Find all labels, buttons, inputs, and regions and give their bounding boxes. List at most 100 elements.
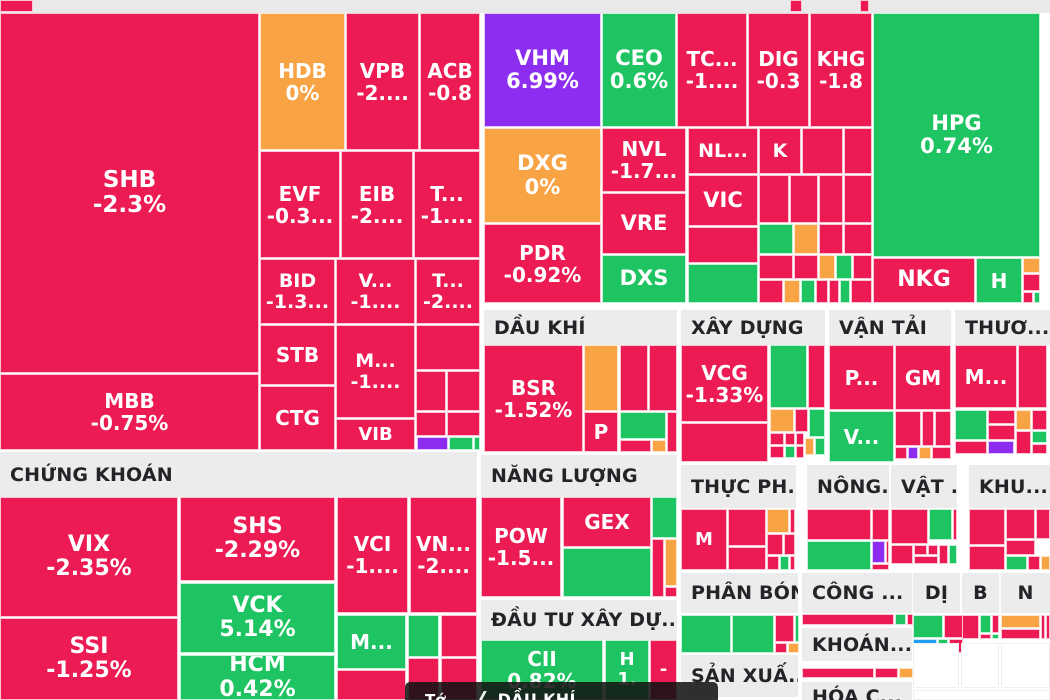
- tile-vpb[interactable]: VPB -2....: [346, 13, 419, 150]
- tile[interactable]: [1006, 509, 1035, 539]
- sector-header-utxyd[interactable]: ĐẦU TƯ XÂY DỰ...: [481, 600, 677, 640]
- tile-nl[interactable]: NL...: [688, 128, 758, 174]
- tile[interactable]: [0, 0, 33, 12]
- tile[interactable]: [853, 255, 872, 279]
- tile[interactable]: [790, 556, 795, 570]
- tile[interactable]: [844, 224, 872, 254]
- tile[interactable]: [807, 509, 871, 540]
- tile[interactable]: [681, 423, 768, 462]
- tile[interactable]: [908, 447, 918, 459]
- tile[interactable]: [794, 224, 818, 254]
- tile[interactable]: [895, 411, 921, 446]
- sector-header-nnglng[interactable]: NĂNG LƯỢNG: [481, 455, 677, 497]
- tile[interactable]: [775, 643, 787, 653]
- tile-dig[interactable]: DIG -0.3: [748, 13, 809, 127]
- tile-hdb[interactable]: HDB 0%: [260, 13, 345, 150]
- tile-hcm[interactable]: HCM 0.42%: [180, 655, 335, 700]
- tile-shb[interactable]: SHB -2.3%: [0, 13, 259, 373]
- tile-dxs[interactable]: DXS: [602, 255, 686, 303]
- tile[interactable]: [809, 409, 825, 437]
- tile[interactable]: [836, 255, 852, 279]
- tile[interactable]: [796, 446, 804, 458]
- sector-header-cng[interactable]: CÔNG ...: [802, 573, 912, 613]
- tile[interactable]: [767, 509, 789, 533]
- tile-acb[interactable]: ACB -0.8: [420, 13, 480, 150]
- tile-vck[interactable]: VCK 5.14%: [180, 583, 335, 653]
- tile-gex[interactable]: GEX: [563, 497, 651, 547]
- tile[interactable]: [1016, 431, 1031, 454]
- tile[interactable]: [980, 634, 991, 639]
- tile-k[interactable]: K: [759, 128, 801, 174]
- sector-header-b[interactable]: B: [962, 573, 999, 613]
- tile[interactable]: [416, 371, 446, 411]
- tile[interactable]: [802, 128, 843, 174]
- tile[interactable]: [788, 643, 799, 653]
- tile[interactable]: [988, 425, 1015, 440]
- tile[interactable]: [1032, 410, 1047, 430]
- tile[interactable]: [775, 615, 794, 642]
- tile[interactable]: [652, 539, 664, 597]
- tile[interactable]: [1016, 410, 1031, 430]
- sector-header-vnti[interactable]: VẬN TẢI: [829, 310, 951, 345]
- tile[interactable]: [872, 509, 889, 540]
- tile-ceo[interactable]: CEO 0.6%: [602, 13, 676, 127]
- tile[interactable]: [770, 433, 784, 445]
- tile[interactable]: [1006, 556, 1027, 570]
- tile-nvl[interactable]: NVL -1.7...: [602, 128, 686, 192]
- tile[interactable]: [1041, 615, 1045, 639]
- tile-m[interactable]: M: [681, 509, 727, 570]
- tile[interactable]: [875, 668, 898, 678]
- tile[interactable]: [913, 615, 943, 638]
- tile[interactable]: [620, 440, 651, 452]
- tile[interactable]: [935, 411, 951, 446]
- tile[interactable]: [807, 541, 871, 570]
- tile[interactable]: [1034, 292, 1040, 303]
- tile-pdr[interactable]: PDR -0.92%: [484, 224, 601, 303]
- tile[interactable]: [620, 412, 666, 439]
- tile[interactable]: [805, 438, 814, 455]
- tile-gm[interactable]: GM: [895, 345, 951, 410]
- tile[interactable]: [796, 433, 804, 445]
- tile[interactable]: [895, 447, 907, 459]
- tile-ctg[interactable]: CTG: [260, 386, 335, 450]
- sector-header-chngkhon[interactable]: CHỨNG KHOÁN: [0, 452, 477, 497]
- tile[interactable]: [785, 433, 795, 445]
- tile[interactable]: [681, 615, 731, 653]
- tile[interactable]: [447, 371, 480, 411]
- tile[interactable]: [992, 634, 999, 639]
- tile[interactable]: [790, 0, 802, 12]
- tile[interactable]: [808, 345, 825, 408]
- sector-header-dukh[interactable]: DẦU KHÍ: [484, 310, 677, 345]
- tile[interactable]: [895, 614, 906, 625]
- tile[interactable]: [1001, 615, 1040, 628]
- tile[interactable]: [732, 615, 774, 653]
- tile[interactable]: [939, 545, 948, 564]
- tile[interactable]: [816, 280, 828, 303]
- tile-vre[interactable]: VRE: [602, 193, 686, 254]
- tile[interactable]: [980, 615, 991, 633]
- tile[interactable]: [784, 280, 800, 303]
- tile[interactable]: [949, 545, 957, 564]
- tile[interactable]: [688, 227, 758, 263]
- tile[interactable]: [1032, 431, 1047, 443]
- tile[interactable]: [785, 446, 795, 458]
- tile[interactable]: [790, 509, 795, 533]
- tile-vci[interactable]: VCI -1....: [337, 497, 408, 613]
- tile[interactable]: [851, 280, 872, 303]
- tile[interactable]: [408, 615, 439, 657]
- tile[interactable]: [688, 264, 758, 303]
- tile[interactable]: [665, 587, 677, 597]
- tile[interactable]: [819, 255, 835, 279]
- tile[interactable]: [928, 545, 938, 555]
- tile[interactable]: [784, 534, 795, 555]
- tile-bid[interactable]: BID -1.3...: [260, 259, 335, 324]
- tile-vic[interactable]: VIC: [688, 175, 758, 226]
- tile[interactable]: [801, 280, 815, 303]
- sector-header-thcph[interactable]: THỰC PH...: [681, 465, 796, 508]
- tile[interactable]: [652, 440, 666, 452]
- tile[interactable]: [417, 437, 448, 450]
- tile[interactable]: [770, 446, 784, 458]
- tile-p[interactable]: P: [584, 412, 618, 452]
- tile[interactable]: [1041, 556, 1050, 570]
- tile[interactable]: [416, 412, 446, 436]
